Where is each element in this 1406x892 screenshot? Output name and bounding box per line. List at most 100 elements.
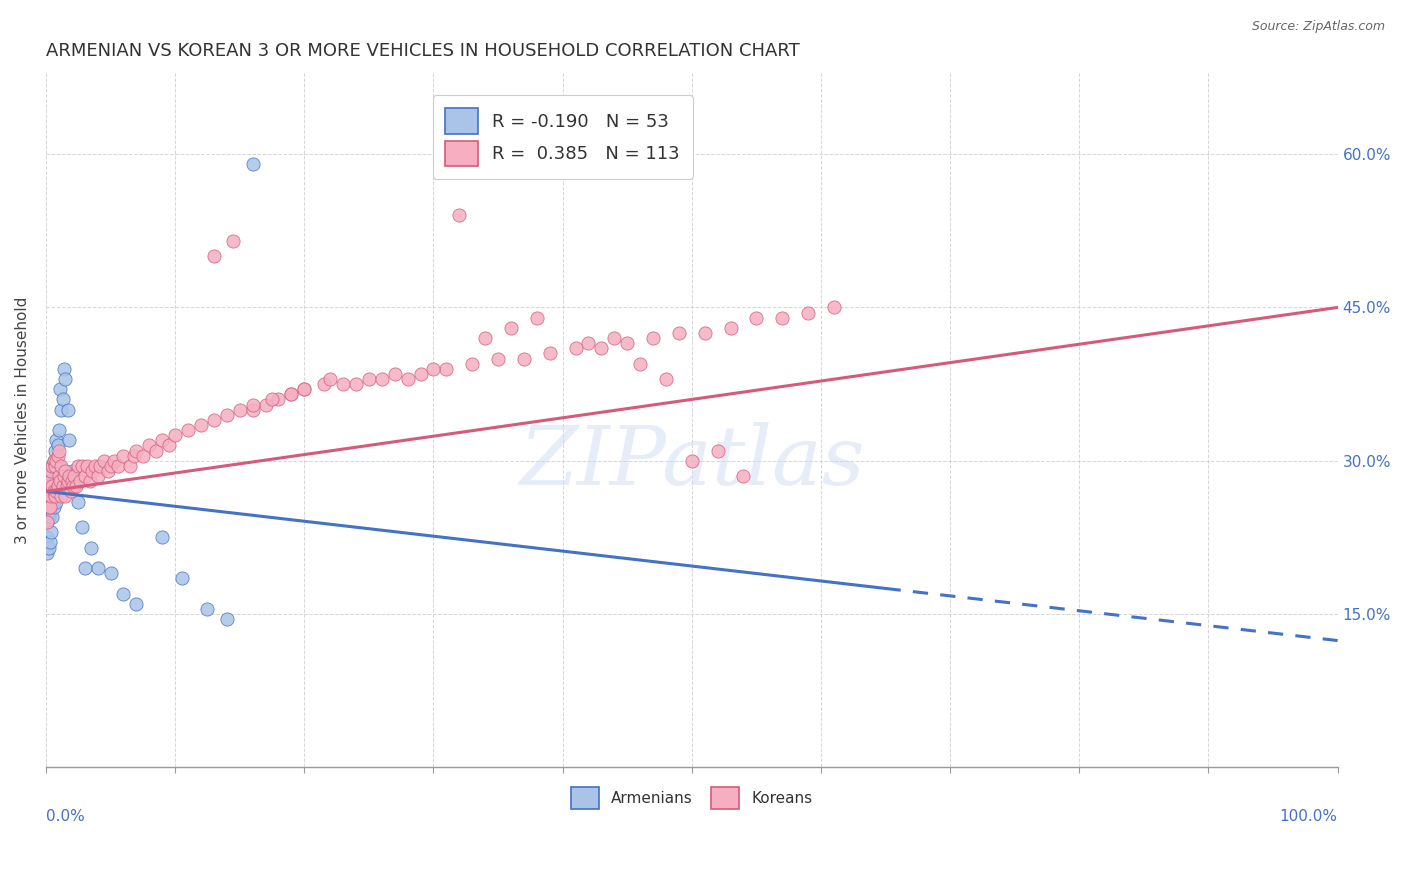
- Point: [63, 469, 86, 483]
- Point: [38, 500, 60, 514]
- Point: [46, 474, 69, 488]
- Point: [38, 474, 60, 488]
- Point: [513, 351, 536, 366]
- Point: [48, 469, 70, 483]
- Point: [371, 372, 394, 386]
- Point: [60, 464, 83, 478]
- Point: [38, 479, 60, 493]
- Point: [51, 490, 73, 504]
- Point: [242, 402, 264, 417]
- Point: [603, 331, 626, 345]
- Point: [280, 387, 302, 401]
- Point: [86, 561, 108, 575]
- Point: [37, 546, 59, 560]
- Point: [62, 479, 84, 493]
- Point: [38, 490, 60, 504]
- Point: [197, 602, 219, 616]
- Point: [44, 490, 66, 504]
- Text: ARMENIAN VS KOREAN 3 OR MORE VEHICLES IN HOUSEHOLD CORRELATION CHART: ARMENIAN VS KOREAN 3 OR MORE VEHICLES IN…: [46, 42, 800, 60]
- Point: [37, 494, 59, 508]
- Point: [357, 372, 380, 386]
- Point: [55, 479, 77, 493]
- Point: [53, 469, 76, 483]
- Point: [125, 443, 148, 458]
- Point: [38, 510, 60, 524]
- Point: [53, 361, 76, 376]
- Point: [165, 428, 187, 442]
- Text: Source: ZipAtlas.com: Source: ZipAtlas.com: [1251, 20, 1385, 33]
- Point: [107, 458, 129, 473]
- Point: [434, 361, 457, 376]
- Point: [56, 474, 79, 488]
- Point: [82, 464, 104, 478]
- Point: [39, 469, 62, 483]
- Point: [51, 458, 73, 473]
- Point: [292, 382, 315, 396]
- Point: [190, 417, 212, 432]
- Point: [44, 443, 66, 458]
- Point: [80, 541, 103, 555]
- Point: [51, 402, 73, 417]
- Point: [49, 474, 72, 488]
- Point: [745, 310, 768, 325]
- Point: [668, 326, 690, 340]
- Point: [37, 515, 59, 529]
- Point: [138, 438, 160, 452]
- Point: [53, 372, 76, 386]
- Point: [720, 321, 742, 335]
- Point: [38, 541, 60, 555]
- Point: [37, 515, 59, 529]
- Point: [150, 434, 173, 448]
- Point: [215, 408, 238, 422]
- Point: [58, 434, 80, 448]
- Point: [103, 454, 125, 468]
- Point: [76, 458, 98, 473]
- Point: [280, 387, 302, 401]
- Point: [45, 454, 67, 468]
- Point: [46, 479, 69, 493]
- Point: [86, 469, 108, 483]
- Point: [38, 500, 60, 514]
- Point: [37, 530, 59, 544]
- Point: [112, 586, 135, 600]
- Point: [52, 392, 75, 407]
- Point: [60, 474, 83, 488]
- Point: [591, 341, 613, 355]
- Point: [202, 249, 225, 263]
- Point: [319, 372, 342, 386]
- Y-axis label: 3 or more Vehicles in Household: 3 or more Vehicles in Household: [15, 296, 30, 543]
- Point: [616, 336, 638, 351]
- Point: [65, 479, 87, 493]
- Point: [706, 443, 728, 458]
- Point: [38, 474, 60, 488]
- Point: [312, 377, 335, 392]
- Point: [56, 402, 79, 417]
- Point: [202, 413, 225, 427]
- Point: [44, 458, 66, 473]
- Point: [693, 326, 716, 340]
- Point: [48, 443, 70, 458]
- Point: [41, 484, 63, 499]
- Point: [150, 530, 173, 544]
- Point: [73, 469, 96, 483]
- Point: [44, 479, 66, 493]
- Point: [486, 351, 509, 366]
- Point: [45, 464, 67, 478]
- Point: [228, 402, 250, 417]
- Point: [93, 454, 115, 468]
- Point: [48, 423, 70, 437]
- Point: [332, 377, 354, 392]
- Point: [344, 377, 367, 392]
- Point: [526, 310, 548, 325]
- Point: [132, 449, 155, 463]
- Point: [122, 449, 145, 463]
- Point: [215, 612, 238, 626]
- Point: [39, 464, 62, 478]
- Point: [38, 484, 60, 499]
- Point: [53, 490, 76, 504]
- Point: [58, 469, 80, 483]
- Point: [37, 484, 59, 499]
- Point: [396, 372, 419, 386]
- Point: [125, 597, 148, 611]
- Point: [770, 310, 793, 325]
